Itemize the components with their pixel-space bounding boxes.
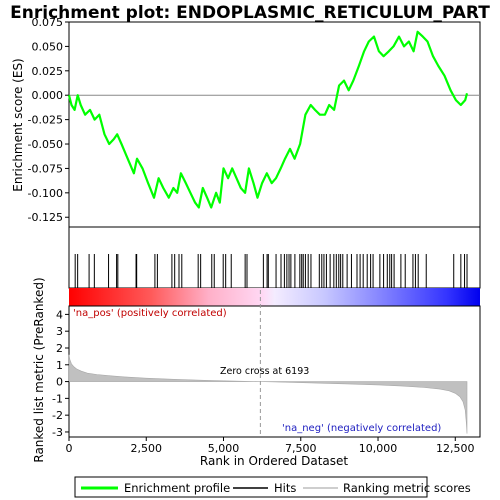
- es-y-tick-label: 0.050: [32, 40, 64, 53]
- legend: Enrichment profile Hits Ranking metric s…: [74, 476, 471, 498]
- es-y-tick-label: -0.050: [28, 138, 63, 151]
- legend-enrichment-label: Enrichment profile: [124, 481, 230, 495]
- x-axis-label: Rank in Ordered Dataset: [200, 454, 348, 468]
- legend-frame: [74, 476, 428, 498]
- neg-label: 'na_neg' (negatively correlated): [282, 423, 441, 434]
- es-y-ticks: 0.075 0.050 0.025 0.000 -0.025 -0.050 -0.075 -0…: [28, 16, 69, 224]
- metric-ylabel: Ranked list metric (PreRanked): [32, 277, 46, 462]
- x-tick-label: 7,500: [285, 442, 317, 455]
- es-panel-frame: [68, 21, 481, 289]
- ranking-metric-area: [68, 354, 468, 434]
- es-ylabel: Enrichment score (ES): [11, 58, 25, 191]
- metric-y-tick-label: 1: [56, 359, 63, 372]
- x-tick-label: 12,500: [436, 442, 475, 455]
- legend-hits-label: Hits: [274, 481, 296, 495]
- metric-y-ticks: 4 3 2 1 0 -1 -2 -3: [52, 308, 69, 439]
- x-tick-label: 2,500: [131, 442, 163, 455]
- es-y-tick-label: -0.075: [28, 162, 63, 175]
- metric-y-tick-label: 2: [56, 342, 63, 355]
- metric-panel: 4 3 2 1 0 -1 -2 -3 0 2,500 5,000 7,500 10,000 12,500…: [32, 277, 481, 468]
- x-tick-label: 0: [66, 442, 73, 455]
- metric-panel-frame: [68, 305, 481, 438]
- metric-y-tick-label: -2: [52, 409, 63, 422]
- metric-y-tick-label: 3: [56, 325, 63, 338]
- metric-y-tick-label: 4: [56, 308, 63, 321]
- es-y-tick-label: -0.025: [28, 114, 63, 127]
- es-y-tick-label: -0.100: [28, 187, 63, 200]
- x-tick-label: 10,000: [359, 442, 398, 455]
- es-y-tick-label: 0.000: [32, 89, 64, 102]
- zero-cross-label: Zero cross at 6193: [220, 366, 309, 377]
- hit-markers: [74, 254, 468, 288]
- x-axis-ticks: 0 2,500 5,000 7,500 10,000 12,500: [66, 437, 475, 455]
- es-y-tick-label: 0.025: [32, 65, 64, 78]
- chart-title: Enrichment plot: ENDOPLASMIC_RETICULUM_P…: [10, 3, 490, 23]
- es-panel: 0.075 0.050 0.025 0.000 -0.025 -0.050 -0.075 -0…: [11, 16, 481, 306]
- metric-y-tick-label: 0: [56, 376, 63, 389]
- metric-y-tick-label: -1: [52, 392, 63, 405]
- es-y-tick-label: 0.075: [32, 16, 64, 29]
- es-y-tick-label: -0.125: [28, 211, 63, 224]
- enrichment-profile-line: [67, 30, 469, 209]
- pos-label: 'na_pos' (positively correlated): [73, 308, 227, 319]
- x-tick-label: 5,000: [208, 442, 240, 455]
- legend-metric-label: Ranking metric scores: [343, 481, 471, 495]
- metric-y-tick-label: -3: [52, 426, 63, 439]
- rank-color-bar: [69, 288, 480, 306]
